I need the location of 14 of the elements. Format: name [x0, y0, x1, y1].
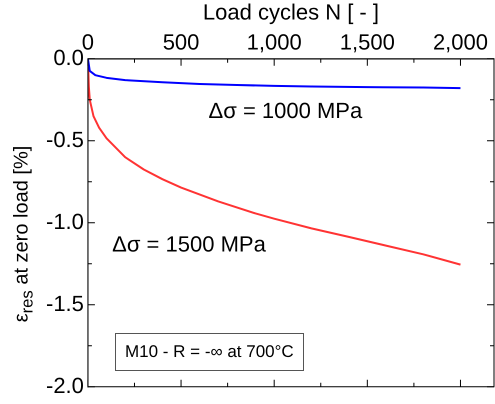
- y-tick-label: -1.0: [46, 208, 84, 234]
- x-tick-label: 500: [162, 30, 200, 55]
- x-tick-label: 1,000: [246, 30, 302, 55]
- x-tick-label: 2,000: [432, 30, 488, 55]
- x-axis-title: Load cycles N [ - ]: [202, 0, 379, 24]
- y-tick-label: -0.5: [46, 126, 84, 152]
- x-tick-label: 1,500: [340, 30, 395, 55]
- y-tick-label: 0.0: [53, 44, 84, 70]
- series-label: Δσ = 1500 MPa: [112, 231, 267, 256]
- annotation: M10 - R = -∞ at 700°C: [115, 333, 304, 371]
- y-tick-label: -1.5: [46, 290, 84, 316]
- series-label: Δσ = 1000 MPa: [208, 98, 363, 123]
- y-tick-label: -2.0: [46, 372, 84, 398]
- x-tick-label: 0: [82, 30, 94, 55]
